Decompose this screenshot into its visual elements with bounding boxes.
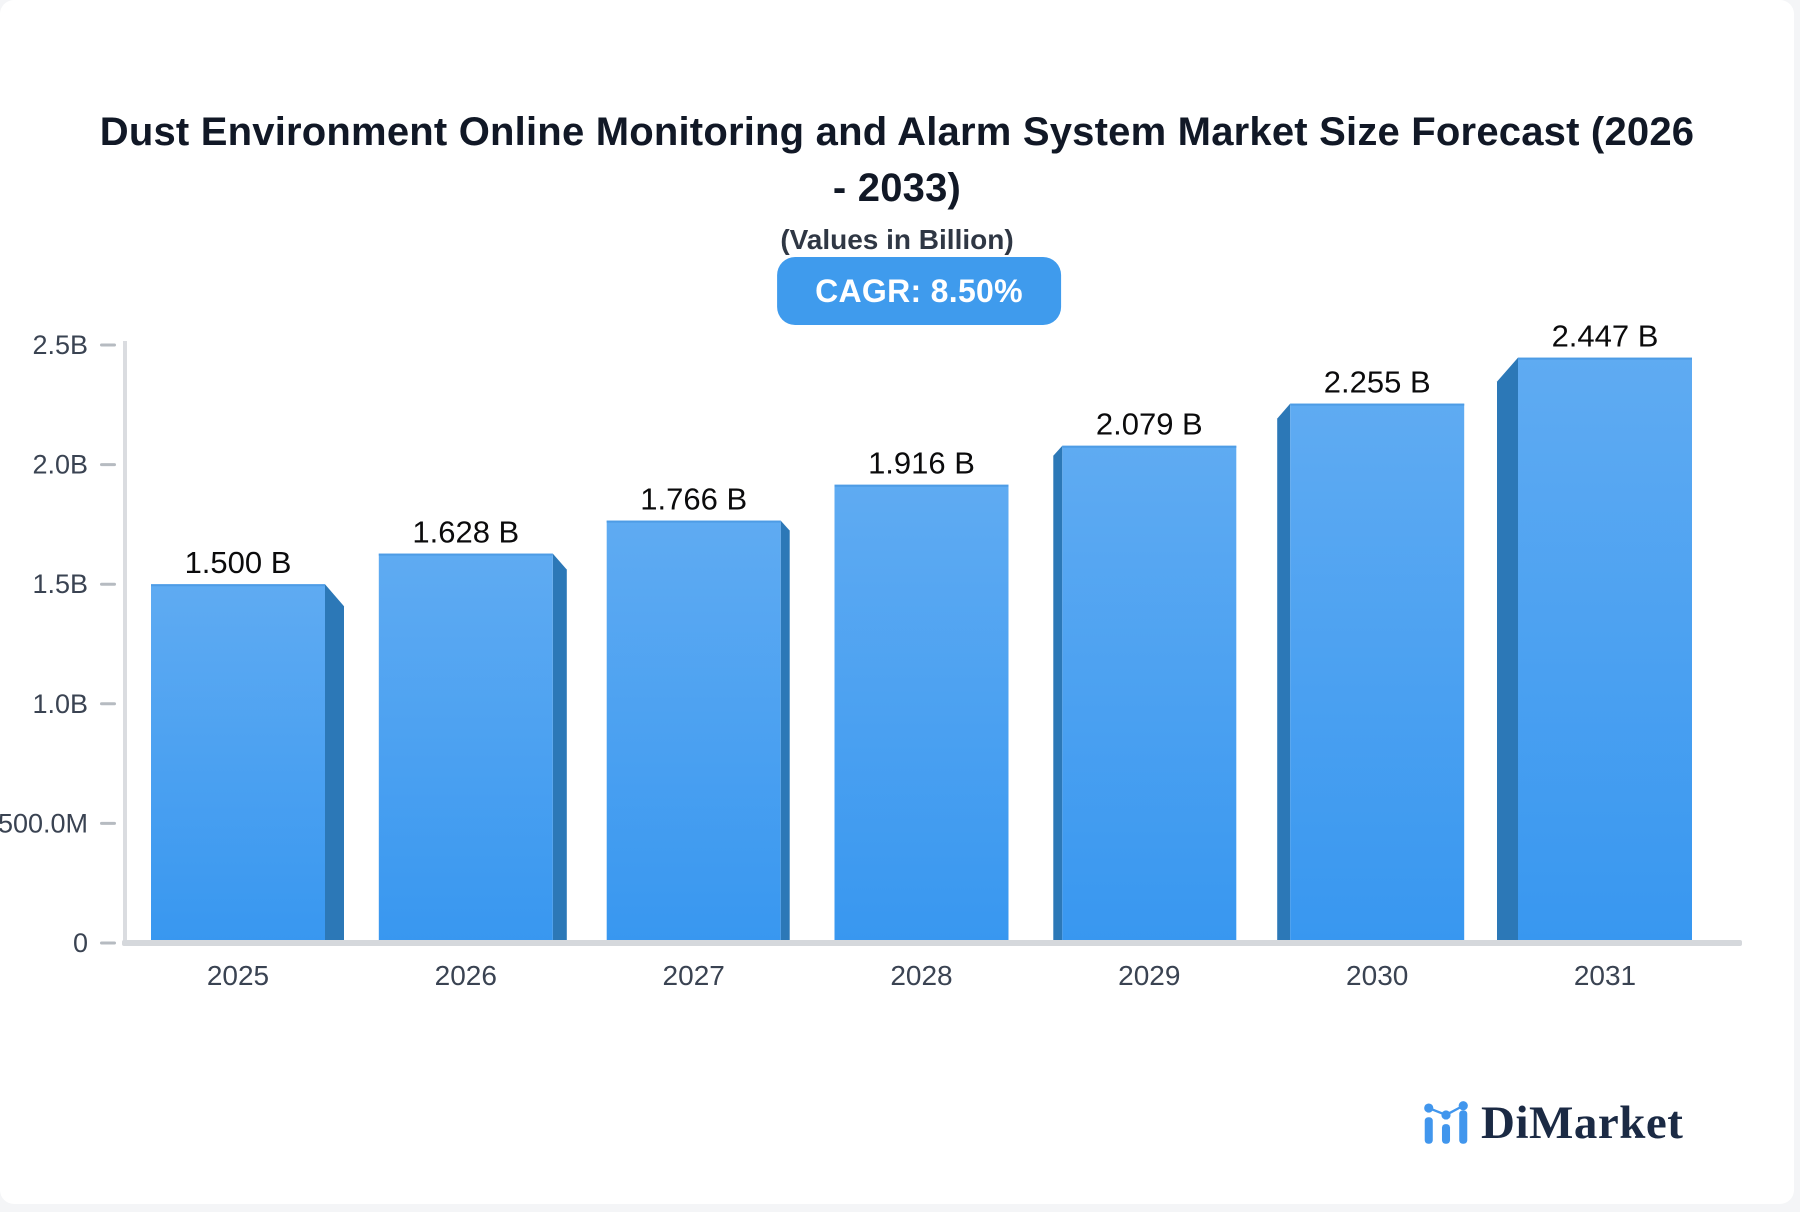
bar-group-2031: 2.447 B 2031 [1497,319,1692,991]
x-axis-label: 2025 [207,960,269,991]
bar-front-face [606,520,781,943]
dimarket-logo-text: DiMarket [1481,1097,1684,1149]
bar-value-label: 2.255 B [1324,365,1431,400]
bar-group-2028: 1.916 B 2028 [834,446,1009,991]
bar-value-label: 2.447 B [1552,319,1659,354]
chart-title-line1: Dust Environment Online Monitoring and A… [99,110,1695,154]
y-tick [100,463,116,467]
bar-group-2027: 1.766 B 2027 [606,482,790,991]
bar-value-label: 2.079 B [1096,407,1203,442]
bar-value-label: 1.916 B [868,446,975,481]
bar-front-face [378,553,553,943]
bar-front-face [1290,403,1465,943]
bar-side-face [552,553,567,943]
bar-front-face [151,584,325,943]
dimarket-logo-icon [1424,1101,1468,1144]
y-tick [100,821,116,825]
chart-subtitle: (Values in Billion) [780,224,1014,255]
x-axis-label: 2026 [435,960,497,991]
bar-side-face [1053,445,1063,943]
chart-title-line2: - 2033) [832,166,962,210]
bar-value-label: 1.500 B [185,545,292,580]
chart-title: Dust Environment Online Monitoring and A… [0,104,1794,216]
bar-side-face [325,584,344,943]
x-axis-label: 2028 [890,960,952,991]
y-tick [100,343,116,347]
x-axis-label: 2030 [1346,960,1408,991]
dimarket-logo: DiMarket [1423,1096,1683,1150]
bar-front-face [1518,357,1692,943]
y-tick [100,702,116,706]
y-tick-label: 2.0B [32,450,88,480]
x-axis-label: 2029 [1118,960,1180,991]
bar-group-2025: 1.500 B 2025 [151,545,344,991]
y-tick-label: 1.0B [32,689,88,719]
bar-group-2026: 1.628 B 2026 [378,515,567,991]
bar-group-2029: 2.079 B 2029 [1053,407,1237,991]
bar-value-label: 1.628 B [412,515,519,550]
bar-side-face [780,520,790,943]
y-tick [100,941,116,945]
y-tick [100,582,116,586]
x-axis-label: 2031 [1574,960,1636,991]
bar-value-label: 1.766 B [640,482,747,517]
bar-side-face [1277,403,1291,943]
y-tick-label: 500.0M [0,808,88,838]
bar-group-2030: 2.255 B 2030 [1277,365,1465,991]
bar-front-face [1062,445,1237,943]
bar-side-face [1497,357,1518,943]
x-axis-baseline [122,940,1742,946]
bar-front-face [834,484,1009,943]
y-tick-label: 1.5B [32,569,88,599]
cagr-badge: CAGR: 8.50% [777,257,1061,325]
y-tick-label: 0 [73,928,88,958]
x-axis-label: 2027 [663,960,725,991]
y-axis-line [123,341,127,945]
y-tick-label: 2.5B [32,330,88,360]
